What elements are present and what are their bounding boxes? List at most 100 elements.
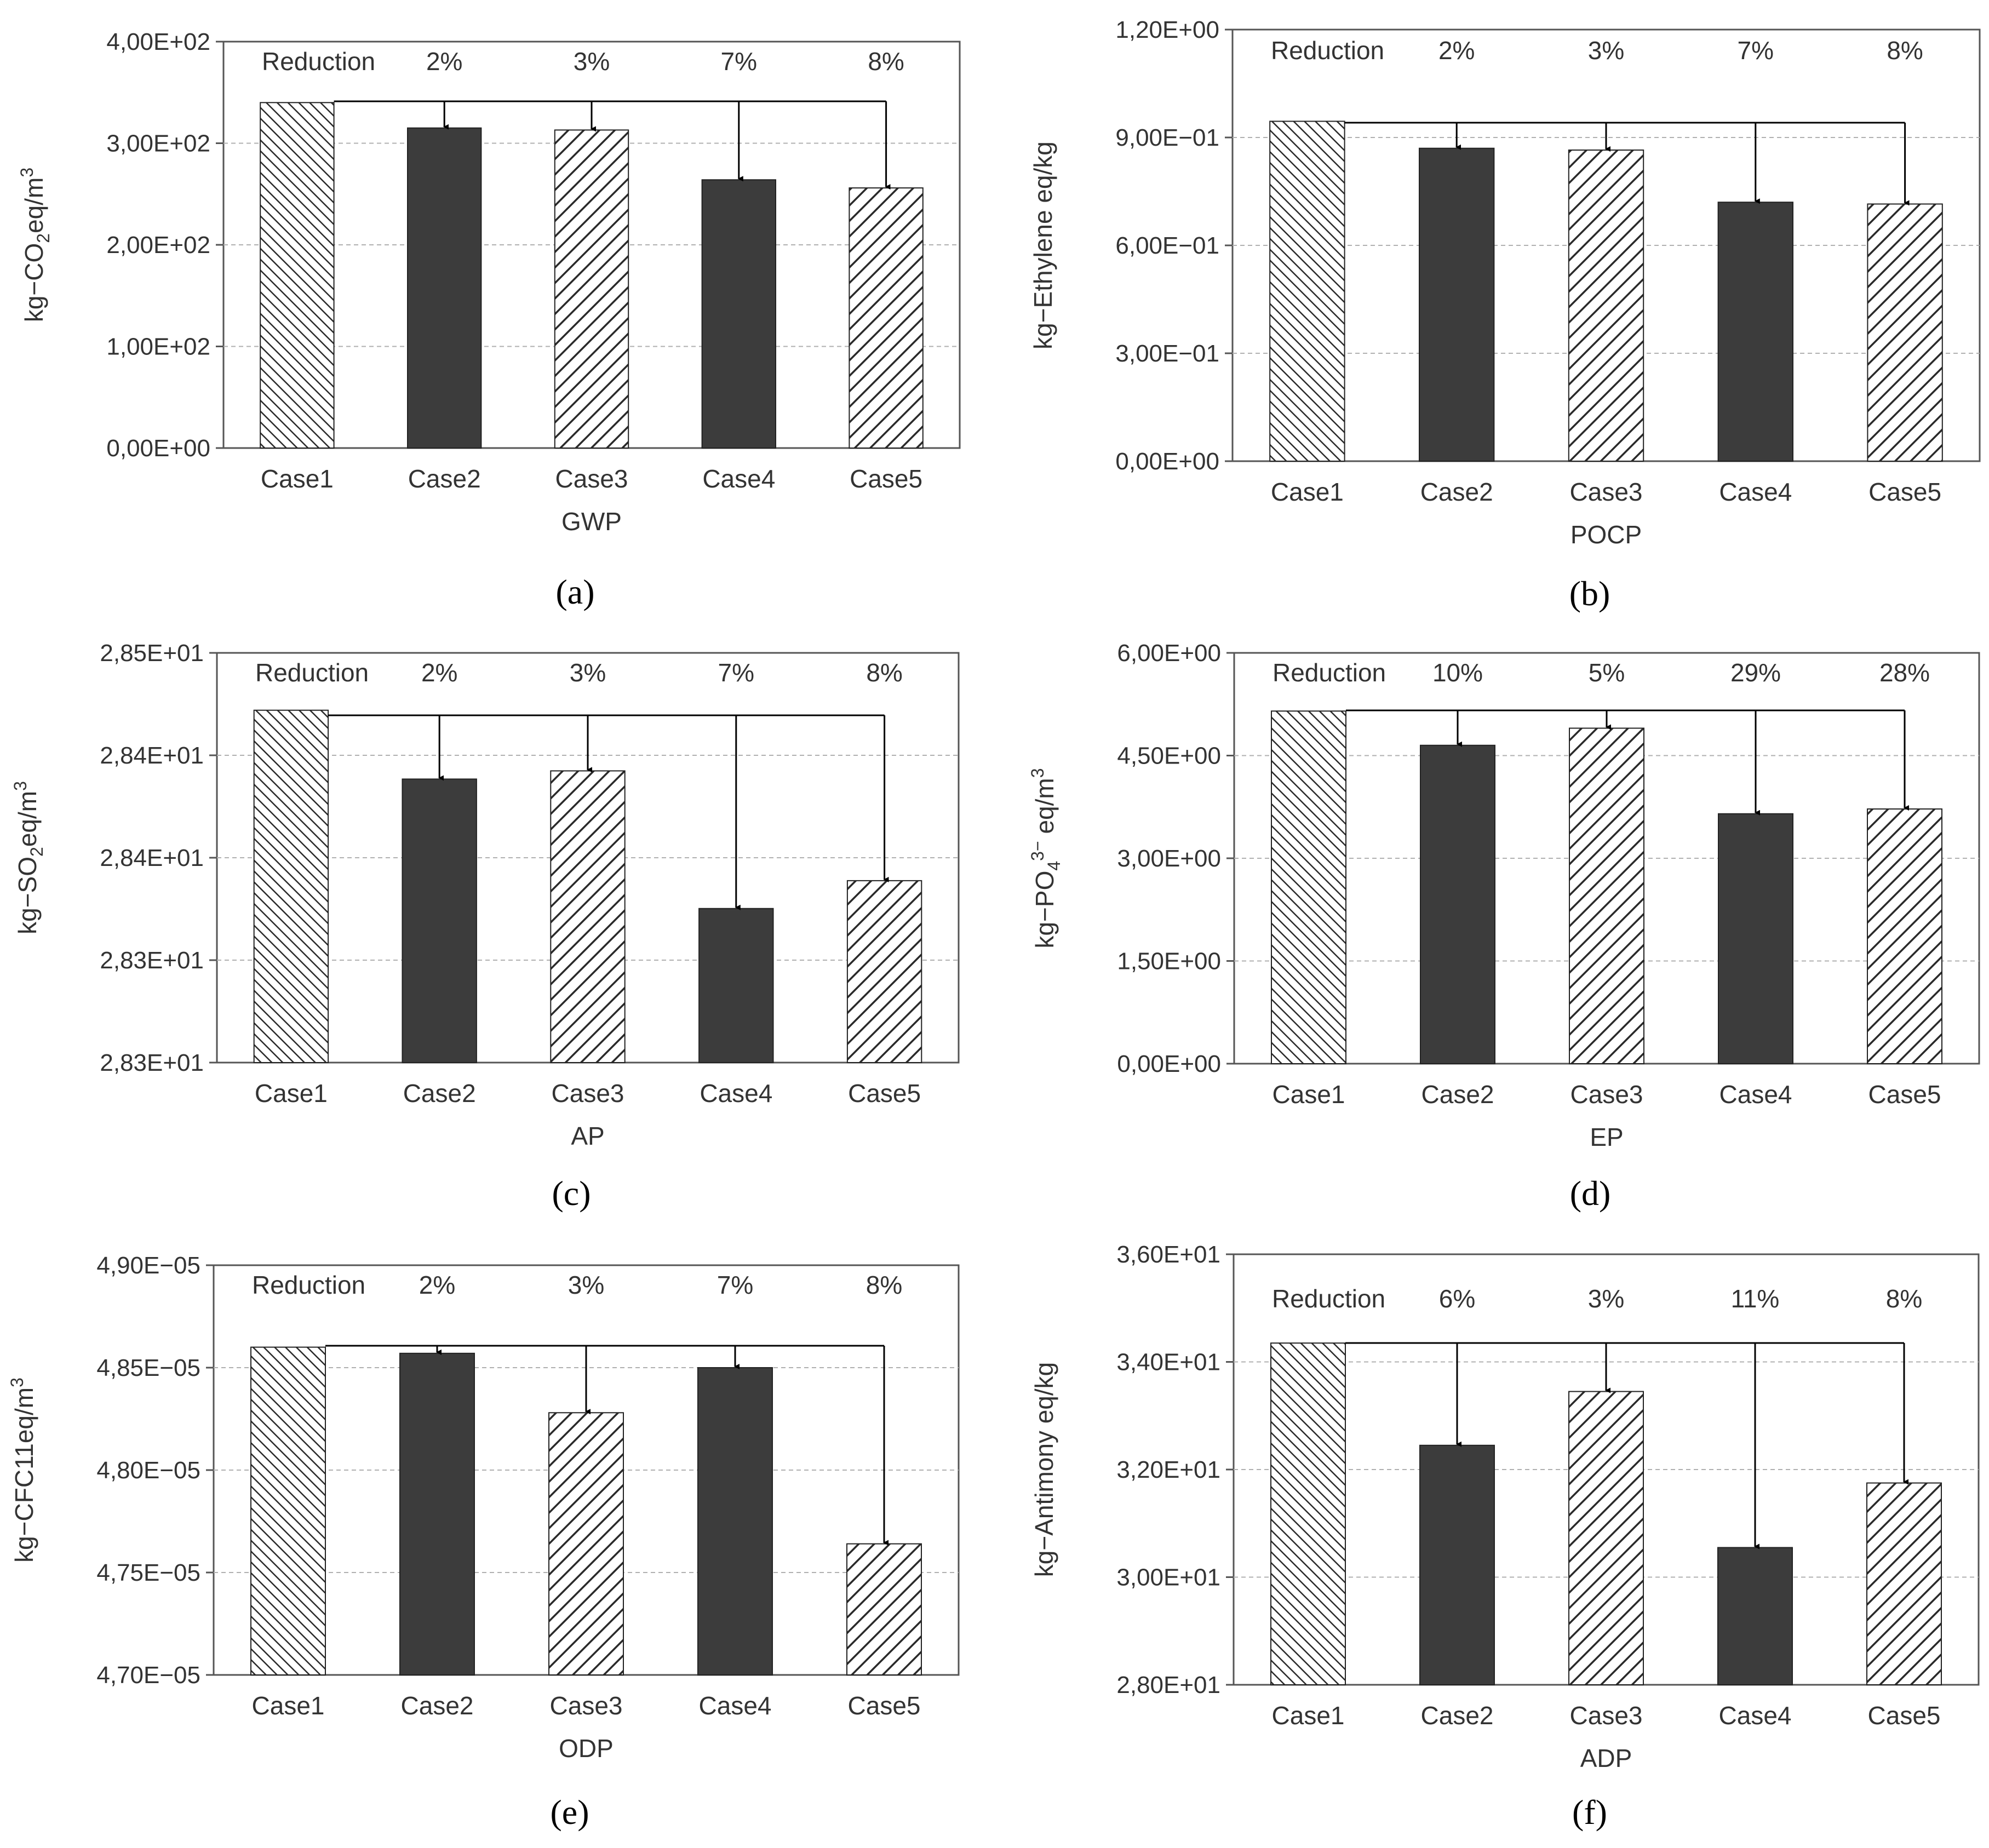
x-category-label: Case2 bbox=[401, 1691, 474, 1720]
x-category-label: Case5 bbox=[848, 1079, 921, 1107]
y-axis-label: kg−Antimony eq/kg bbox=[1030, 1362, 1058, 1577]
x-axis-title: AP bbox=[571, 1122, 604, 1150]
reduction-label: Reduction bbox=[1272, 658, 1386, 687]
x-category-label: Case4 bbox=[702, 464, 775, 493]
bar-case4 bbox=[697, 1367, 773, 1675]
y-tick-label: 6,00E−01 bbox=[1115, 232, 1219, 259]
y-tick-label: 0,00E+00 bbox=[1117, 1051, 1221, 1077]
bar-case1 bbox=[250, 1346, 326, 1676]
reduction-percent: 7% bbox=[717, 1271, 753, 1299]
x-category-label: Case3 bbox=[1570, 1701, 1643, 1730]
reduction-percent: 2% bbox=[419, 1271, 455, 1299]
bar-case5 bbox=[1866, 1482, 1942, 1685]
panel-label: (b) bbox=[1569, 574, 1610, 613]
reduction-percent: 2% bbox=[1438, 36, 1475, 65]
chart-panel-f: 3,60E+01 3,40E+01 3,20E+01 3,00E+01 2,80E+01… bbox=[1030, 1241, 1980, 1832]
x-category-label: Case2 bbox=[408, 464, 481, 493]
x-category-label: Case1 bbox=[1272, 1701, 1345, 1730]
y-tick-label: 2,84E+01 bbox=[100, 845, 204, 871]
bar-case2 bbox=[1419, 1444, 1495, 1686]
y-tick-label: 0,00E+00 bbox=[106, 435, 210, 462]
y-tick-label: 1,00E+02 bbox=[106, 334, 210, 360]
x-category-label: Case5 bbox=[848, 1691, 921, 1720]
bar-case4 bbox=[1718, 813, 1793, 1064]
y-axis-label-part: kg−SO bbox=[13, 857, 42, 934]
x-category-label: Case3 bbox=[555, 464, 628, 493]
y-axis-label-part: 3 bbox=[17, 168, 37, 177]
x-category-label: Case2 bbox=[1421, 1701, 1494, 1730]
reduction-percent: 28% bbox=[1879, 658, 1930, 687]
y-axis-label-part: eq/m bbox=[20, 177, 48, 233]
chart-panel-e: 4,90E−05 4,85E−05 4,80E−05 4,75E−05 4,70E−05… bbox=[7, 1252, 960, 1832]
bar-case4 bbox=[698, 908, 774, 1063]
y-tick-label: 3,00E+02 bbox=[106, 130, 210, 157]
y-axis-label: kg−Ethylene eq/kg bbox=[1029, 141, 1057, 349]
reduction-percent: 3% bbox=[1588, 1284, 1624, 1313]
x-category-label: Case4 bbox=[1719, 1701, 1792, 1730]
bar-case3 bbox=[1569, 727, 1644, 1064]
y-tick-label: 3,00E+00 bbox=[1117, 845, 1221, 872]
bar-case3 bbox=[1568, 1391, 1644, 1686]
reduction-percent: 8% bbox=[866, 658, 902, 687]
reduction-percent: 8% bbox=[1887, 36, 1923, 65]
y-axis-label-part: kg−Ethylene eq/kg bbox=[1029, 141, 1057, 349]
y-tick-label: 2,84E+01 bbox=[100, 742, 204, 769]
y-axis-label-part: kg−CO bbox=[20, 243, 48, 322]
y-tick-label: 1,20E+00 bbox=[1115, 16, 1219, 43]
x-category-label: Case1 bbox=[255, 1079, 328, 1107]
x-category-label: Case5 bbox=[850, 464, 922, 493]
x-category-label: Case4 bbox=[700, 1079, 772, 1107]
panel-label: (a) bbox=[555, 572, 594, 611]
x-category-label: Case1 bbox=[261, 464, 334, 493]
y-tick-label: 2,80E+01 bbox=[1116, 1672, 1220, 1698]
bar-case3 bbox=[554, 129, 629, 449]
reduction-percent: 10% bbox=[1432, 658, 1483, 687]
reduction-percent: 5% bbox=[1589, 658, 1625, 687]
panel-label: (c) bbox=[552, 1174, 591, 1213]
y-tick-label: 1,50E+00 bbox=[1117, 948, 1221, 975]
y-tick-label: 3,60E+01 bbox=[1116, 1241, 1220, 1268]
x-axis-title: ADP bbox=[1580, 1744, 1632, 1772]
x-category-label: Case3 bbox=[552, 1079, 624, 1107]
bar-case5 bbox=[1867, 203, 1943, 462]
reduction-percent: 11% bbox=[1731, 1284, 1780, 1313]
chart-panel-c: 2,85E+01 2,84E+01 2,84E+01 2,83E+01 2,83E+01… bbox=[10, 640, 960, 1213]
reduction-percent: 8% bbox=[1886, 1284, 1922, 1313]
bar-case2 bbox=[1419, 147, 1495, 462]
x-category-label: Case4 bbox=[1719, 1080, 1792, 1109]
reduction-percent: 7% bbox=[718, 658, 754, 687]
bar-case1 bbox=[1269, 120, 1345, 462]
bar-case5 bbox=[1867, 808, 1942, 1064]
y-tick-label: 2,83E+01 bbox=[100, 947, 204, 974]
x-category-label: Case3 bbox=[1570, 1080, 1643, 1109]
y-tick-label: 2,00E+02 bbox=[106, 232, 210, 259]
chart-panel-d: 6,00E+00 4,50E+00 3,00E+00 1,50E+00 0,00E+00… bbox=[1028, 640, 1980, 1213]
reduction-percent: 3% bbox=[574, 47, 610, 76]
y-axis-label: kg−SO2eq/m3 bbox=[10, 781, 47, 934]
y-axis-label-part: 3− bbox=[1028, 841, 1047, 860]
y-tick-label: 6,00E+00 bbox=[1117, 640, 1221, 667]
y-axis-label: kg−CO2eq/m3 bbox=[17, 168, 53, 322]
y-tick-label: 3,40E+01 bbox=[1116, 1349, 1220, 1376]
x-axis-title: ODP bbox=[559, 1734, 614, 1763]
bar-case3 bbox=[550, 770, 626, 1063]
x-category-label: Case3 bbox=[1570, 478, 1643, 506]
x-axis-title: GWP bbox=[561, 507, 622, 536]
y-tick-label: 4,50E+00 bbox=[1117, 743, 1221, 770]
bar-case2 bbox=[402, 778, 477, 1064]
y-tick-label: 9,00E−01 bbox=[1115, 124, 1219, 151]
y-tick-label: 3,00E+01 bbox=[1116, 1564, 1220, 1591]
bar-case2 bbox=[407, 127, 482, 449]
bar-case4 bbox=[1717, 202, 1794, 462]
bar-case3 bbox=[1568, 149, 1644, 462]
reduction-label: Reduction bbox=[262, 47, 375, 76]
reduction-percent: 6% bbox=[1439, 1284, 1475, 1313]
bar-case2 bbox=[399, 1352, 475, 1676]
y-axis-label-part: 3 bbox=[10, 781, 30, 791]
y-axis-label-part: eq/m bbox=[1030, 778, 1059, 841]
x-category-label: Case1 bbox=[1272, 1080, 1345, 1109]
reduction-percent: 3% bbox=[570, 658, 606, 687]
chart-panel-a: 4,00E+02 3,00E+02 2,00E+02 1,00E+02 0,00E+00… bbox=[17, 28, 961, 611]
y-tick-label: 2,85E+01 bbox=[100, 640, 204, 667]
reduction-label: Reduction bbox=[252, 1271, 365, 1299]
